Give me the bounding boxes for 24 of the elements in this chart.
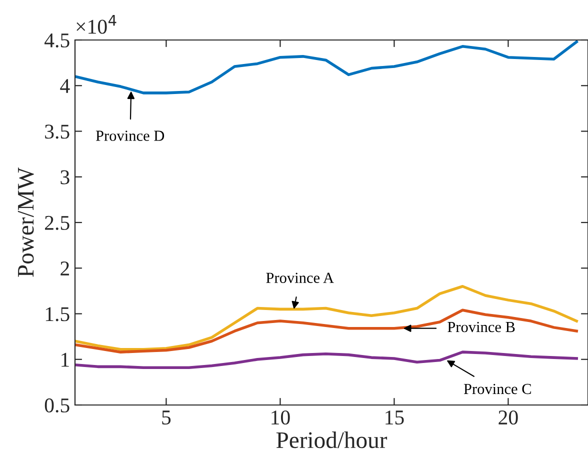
annotation: Province A	[266, 272, 334, 284]
y-tick-label: 1.5	[46, 307, 70, 322]
x-axis-title: Period/hour	[276, 432, 388, 448]
x-tick-label: 5	[162, 410, 171, 425]
annotation: Province B	[448, 322, 515, 332]
y-tick-label: 0.5	[44, 398, 70, 413]
line-series	[75, 284, 578, 351]
line-series	[75, 40, 578, 94]
y-tick-label: 4	[60, 79, 70, 93]
x-tick-label: 20	[498, 410, 518, 425]
x-tick-label: 10	[272, 410, 290, 425]
y-axis-title: Power/MW	[18, 167, 34, 277]
y-tick-label: 3.5	[45, 124, 70, 139]
annotation: Province D	[96, 130, 164, 141]
text: ×10$^{4}$	[76, 14, 116, 34]
line-series	[75, 350, 578, 369]
line-series	[75, 308, 578, 354]
y-tick-label: 1	[62, 352, 69, 367]
y-tick-label: 4.5	[44, 34, 70, 48]
annotation: Province C	[464, 384, 531, 394]
x-tick-label: 15	[386, 410, 404, 425]
y-tick-label: 3	[60, 170, 70, 184]
y-tick-label: 2.5	[45, 216, 70, 230]
y-tick-label: 2	[60, 262, 69, 276]
